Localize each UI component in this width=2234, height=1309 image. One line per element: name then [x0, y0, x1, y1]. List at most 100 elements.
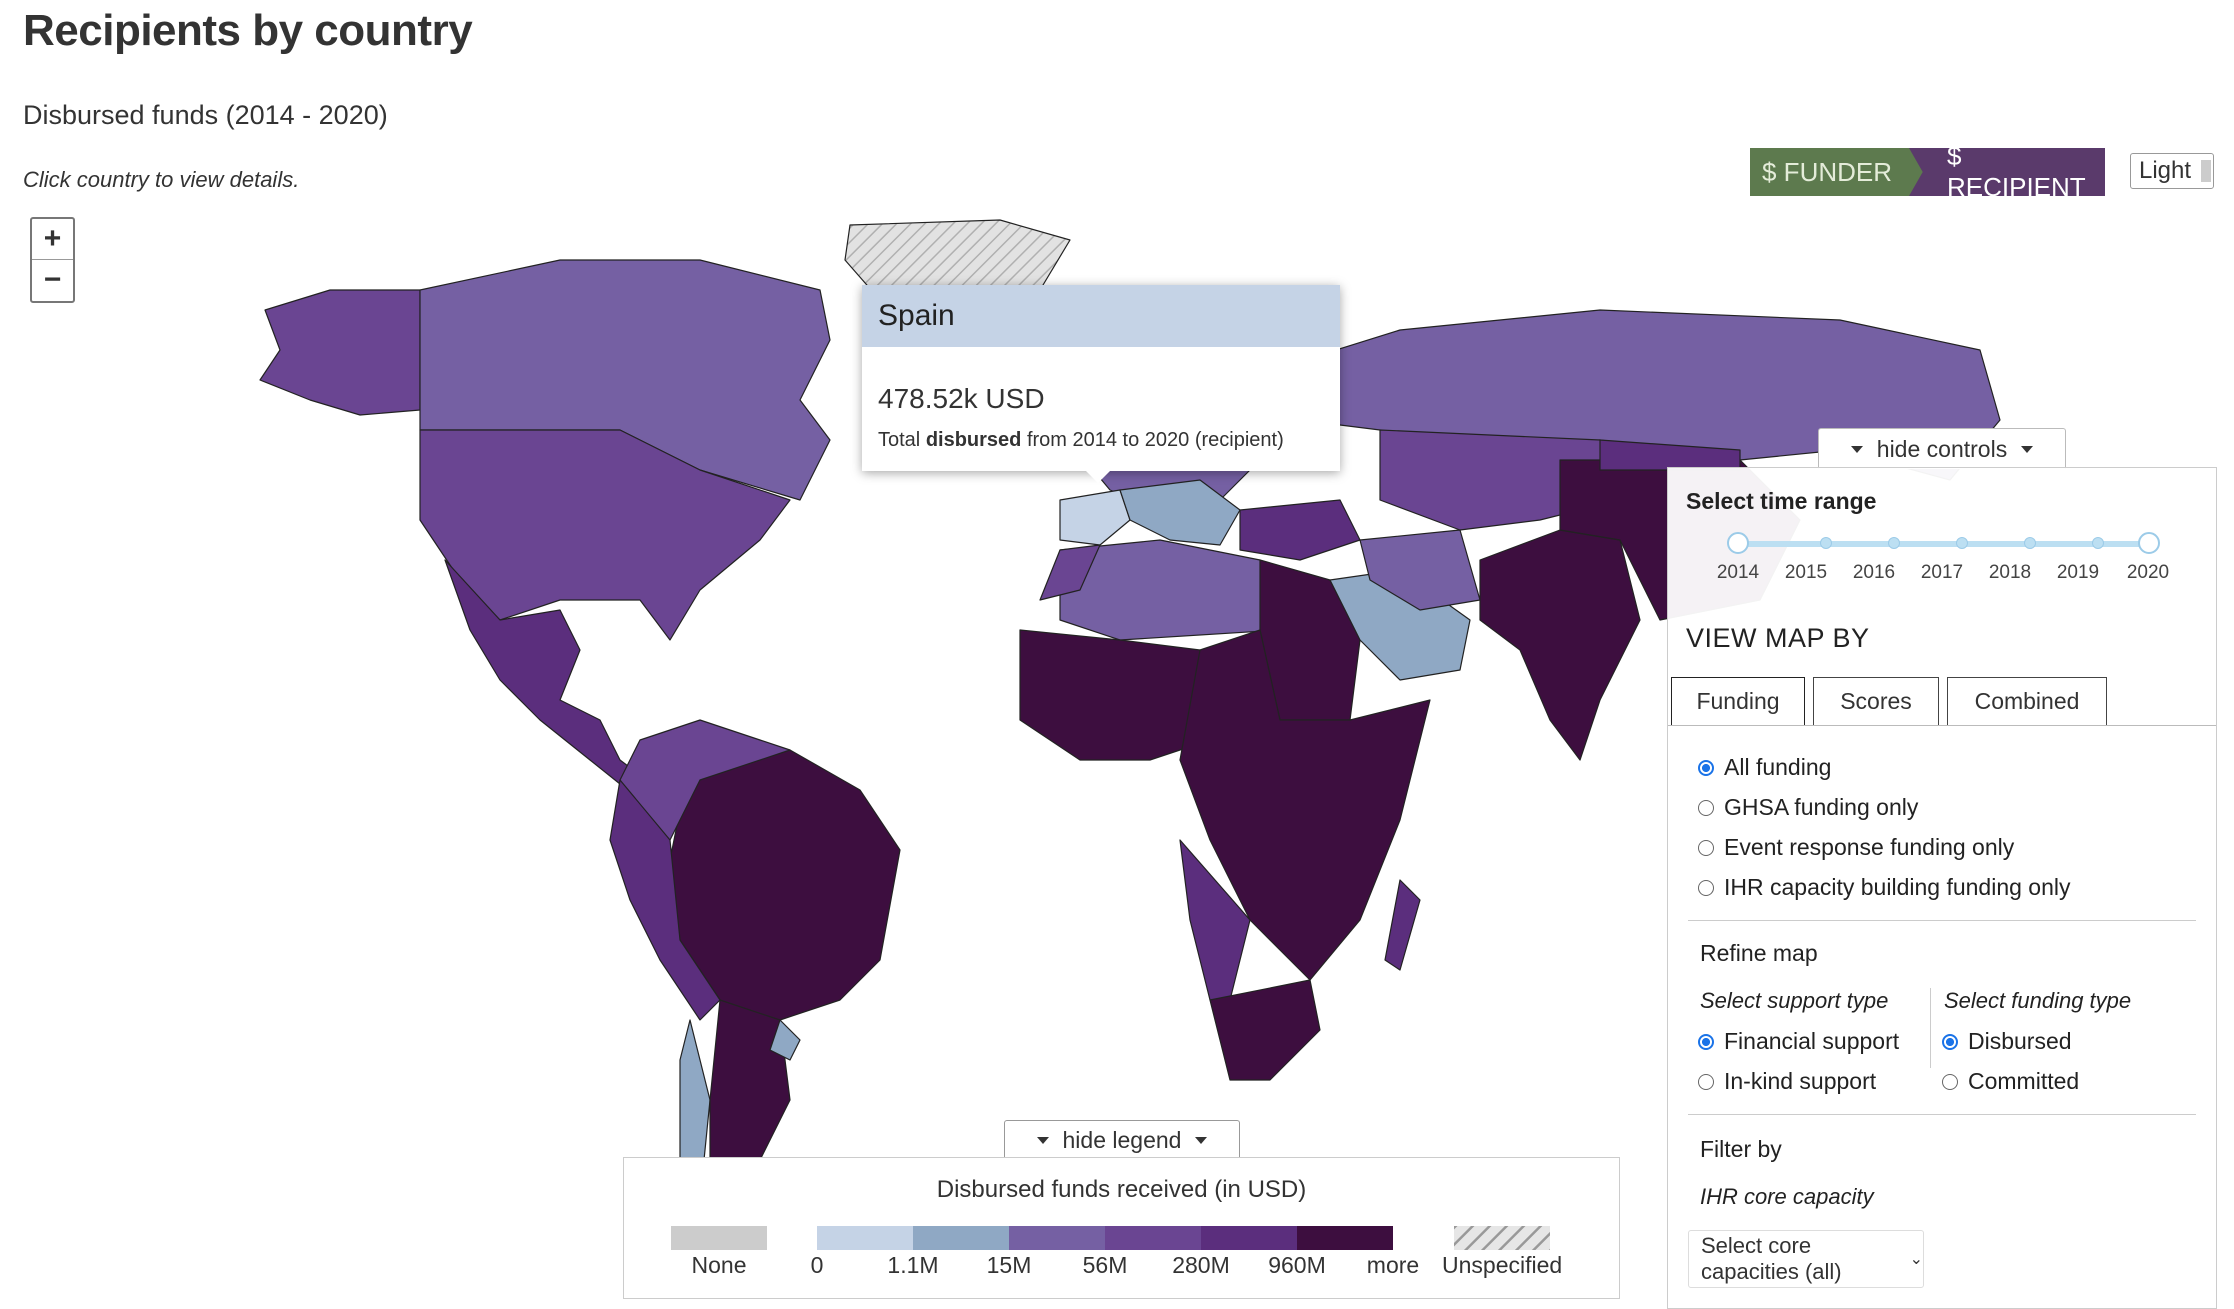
divider [1688, 1114, 2196, 1115]
legend-bin-label: 0 [810, 1252, 824, 1278]
year-label: 2019 [2056, 562, 2100, 583]
divider [1688, 920, 2196, 921]
zoom-in-button[interactable]: + [32, 219, 73, 260]
core-capacity-select[interactable]: Select core capacities (all) ⌄ [1688, 1230, 1924, 1288]
year-label: 2016 [1852, 562, 1896, 583]
morocco[interactable] [1039, 544, 1101, 601]
slider-tick[interactable] [1820, 537, 1832, 549]
year-label: 2017 [1920, 562, 1964, 583]
legend-swatch [913, 1226, 1009, 1250]
radio-label: In-kind support [1724, 1068, 1877, 1094]
view-map-by-title: VIEW MAP BY [1686, 623, 1870, 653]
year-label: 2020 [2126, 562, 2170, 583]
filter-by-title: Filter by [1700, 1136, 1782, 1162]
zoom-out-button[interactable]: − [43, 263, 62, 296]
hide-controls-button[interactable]: hide controls [1818, 428, 2066, 469]
radio-button[interactable] [1698, 839, 1714, 856]
year-label: 2014 [1716, 562, 1760, 583]
spain[interactable] [1059, 489, 1131, 546]
radio-button[interactable] [1698, 1073, 1714, 1090]
legend-swatch [1009, 1226, 1105, 1250]
peru-bolivia[interactable] [609, 779, 721, 1021]
central-africa[interactable] [1179, 629, 1431, 981]
legend-label-unspecified: Unspecified [1442, 1252, 1563, 1278]
year-label: 2015 [1784, 562, 1828, 583]
chevron-down-icon: ⌄ [1909, 1251, 1923, 1268]
southern-africa[interactable] [1209, 979, 1321, 1081]
country-tooltip: Spain 478.52k USD Total disbursed from 2… [862, 285, 1340, 483]
radio-committed[interactable]: Committed [1942, 1068, 2079, 1095]
tab-funding[interactable]: Funding [1671, 677, 1805, 725]
slider-tick[interactable] [2024, 537, 2036, 549]
slider-tick[interactable] [1888, 537, 1900, 549]
radio-label: Committed [1968, 1068, 2080, 1094]
legend-swatch [1105, 1226, 1201, 1250]
radio-button[interactable] [1942, 1073, 1958, 1090]
uruguay[interactable] [769, 1019, 801, 1061]
legend-swatch [1297, 1226, 1393, 1250]
recipient-mode-button[interactable]: $ RECIPIENT [1909, 148, 2105, 196]
tooltip-desc-suffix: from 2014 to 2020 (recipient) [1021, 429, 1284, 451]
tab-underline [1668, 725, 2216, 726]
slider-tick[interactable] [2092, 537, 2104, 549]
tab-combined[interactable]: Combined [1947, 677, 2107, 725]
page-title: Recipients by country [23, 6, 473, 55]
time-range-title: Select time range [1686, 488, 1877, 514]
radio-label: GHSA funding only [1724, 794, 1919, 820]
core-capacity-select-value: Select core capacities (all) [1701, 1233, 1842, 1284]
legend-swatch-unspecified [1454, 1226, 1550, 1250]
radio-event-response[interactable]: Event response funding only [1698, 834, 2014, 861]
slider-start-handle[interactable] [1727, 532, 1749, 554]
tooltip-arrow [1086, 471, 1110, 483]
tooltip-desc-bold: disbursed [925, 429, 1022, 451]
funder-mode-button[interactable]: $ FUNDER [1750, 148, 1926, 196]
radio-inkind-support[interactable]: In-kind support [1698, 1068, 1876, 1095]
west-africa[interactable] [1019, 629, 1211, 761]
tab-scores[interactable]: Scores [1813, 677, 1939, 725]
zoom-control: + − [30, 217, 75, 303]
legend-swatch-none [671, 1226, 767, 1250]
legend-bin-label: 15M [986, 1252, 1032, 1278]
radio-ghsa-funding[interactable]: GHSA funding only [1698, 794, 1918, 821]
legend-bin-label: 960M [1268, 1252, 1326, 1278]
time-range-slider[interactable] [1738, 541, 2148, 547]
radio-disbursed[interactable]: Disbursed [1942, 1028, 2072, 1055]
radio-button[interactable] [1698, 799, 1714, 816]
radio-button[interactable] [1698, 1033, 1714, 1050]
ihr-core-capacity-title: IHR core capacity [1700, 1184, 1874, 1209]
turkey-region[interactable] [1239, 499, 1361, 561]
year-label: 2018 [1988, 562, 2032, 583]
radio-label: IHR capacity building funding only [1724, 874, 2071, 900]
tooltip-country: Spain [862, 285, 1340, 347]
tooltip-desc-prefix: Total [878, 429, 926, 451]
tooltip-description: Total disbursed from 2014 to 2020 (recip… [878, 429, 1284, 452]
page-subtitle: Disbursed funds (2014 - 2020) [23, 100, 388, 130]
madagascar[interactable] [1384, 879, 1421, 971]
hide-legend-button[interactable]: hide legend [1004, 1120, 1240, 1159]
radio-label: Financial support [1724, 1028, 1900, 1054]
central-europe[interactable] [1119, 479, 1241, 546]
caret-down-icon [2021, 445, 2034, 453]
radio-label: Event response funding only [1724, 834, 2015, 860]
theme-toggle[interactable]: Light [2130, 153, 2214, 189]
legend-bin-label: more [1366, 1252, 1420, 1278]
world-map[interactable] [0, 200, 2234, 1290]
iran-region[interactable] [1359, 529, 1481, 611]
divider [1930, 988, 1931, 1068]
alaska[interactable] [259, 289, 421, 416]
radio-all-funding[interactable]: All funding [1698, 754, 1831, 781]
hide-legend-label: hide legend [1062, 1126, 1182, 1153]
slider-tick[interactable] [1956, 537, 1968, 549]
refine-map-title: Refine map [1700, 940, 1818, 966]
radio-financial-support[interactable]: Financial support [1698, 1028, 1899, 1055]
radio-ihr-capacity[interactable]: IHR capacity building funding only [1698, 874, 2070, 901]
india[interactable] [1479, 529, 1641, 761]
theme-toggle-label: Light [2139, 157, 2192, 184]
radio-label: Disbursed [1968, 1028, 2072, 1054]
radio-button[interactable] [1698, 879, 1714, 896]
radio-button[interactable] [1698, 759, 1714, 776]
caret-down-icon [1036, 1136, 1049, 1144]
radio-button[interactable] [1942, 1033, 1958, 1050]
slider-end-handle[interactable] [2138, 532, 2160, 554]
funding-type-title: Select funding type [1944, 988, 2132, 1013]
